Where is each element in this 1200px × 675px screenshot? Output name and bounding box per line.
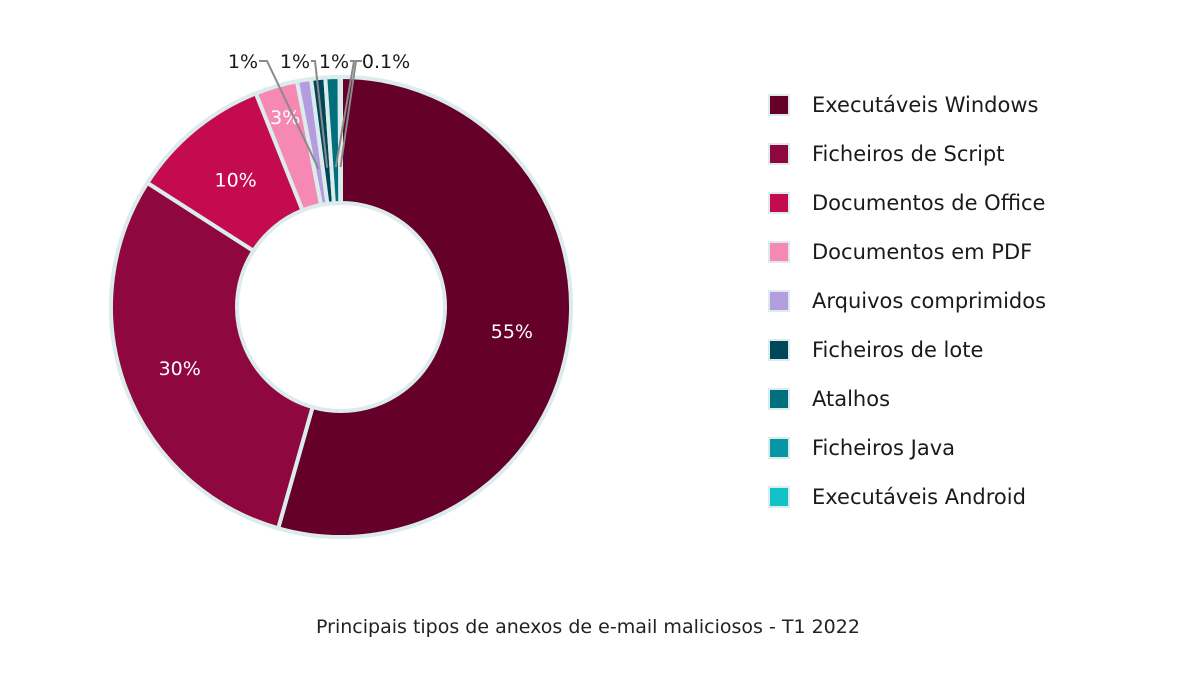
legend-item: Ficheiros de lote bbox=[768, 325, 1046, 374]
leader-line-4 bbox=[259, 60, 320, 170]
data-label-0: 55% bbox=[491, 321, 533, 343]
legend-item: Ficheiros Java bbox=[768, 423, 1046, 472]
legend-swatch bbox=[768, 191, 790, 214]
legend-item: Ficheiros de Script bbox=[768, 129, 1046, 178]
data-label-7: 0.1% bbox=[362, 51, 410, 73]
legend-item: Atalhos bbox=[768, 374, 1046, 423]
data-label-5: 1% bbox=[280, 51, 310, 73]
legend-item: Arquivos comprimidos bbox=[768, 276, 1046, 325]
legend-swatch bbox=[768, 436, 790, 459]
chart-title: Principais tipos de anexos de e-mail mal… bbox=[316, 616, 860, 638]
legend-label: Ficheiros Java bbox=[812, 435, 955, 460]
legend-swatch bbox=[768, 387, 790, 410]
legend-label: Atalhos bbox=[812, 386, 891, 411]
legend-swatch bbox=[768, 289, 790, 312]
legend-item: Documentos de Office bbox=[768, 178, 1046, 227]
legend-label: Documentos de Office bbox=[812, 190, 1046, 215]
leader-line-7 bbox=[339, 60, 362, 168]
legend: Executáveis Windows Ficheiros de Script Do… bbox=[768, 80, 1046, 521]
legend-item: Executáveis Android bbox=[768, 472, 1046, 521]
legend-item: Documentos em PDF bbox=[768, 227, 1046, 276]
legend-label: Documentos em PDF bbox=[812, 239, 1033, 264]
leader-line-6 bbox=[334, 60, 356, 168]
legend-label: Executáveis Windows bbox=[812, 92, 1039, 117]
legend-swatch bbox=[768, 142, 790, 165]
legend-label: Ficheiros de Script bbox=[812, 141, 1005, 166]
data-label-6: 1% bbox=[319, 51, 349, 73]
ring-border bbox=[109, 75, 573, 539]
leader-line-5 bbox=[311, 60, 329, 168]
slice-1 bbox=[109, 180, 316, 531]
legend-label: Executáveis Android bbox=[812, 484, 1026, 509]
data-label-4: 1% bbox=[228, 51, 258, 73]
slice-0 bbox=[275, 74, 573, 539]
donut-chart: 55% 30% 10% 3% 1% 1% 1% 0.1% bbox=[109, 51, 573, 539]
legend-item: Executáveis Windows bbox=[768, 80, 1046, 129]
legend-swatch bbox=[768, 93, 790, 116]
legend-swatch bbox=[768, 485, 790, 508]
legend-swatch bbox=[768, 240, 790, 263]
legend-label: Ficheiros de lote bbox=[812, 337, 984, 362]
data-label-2: 10% bbox=[214, 169, 256, 191]
data-label-3: 3% bbox=[270, 107, 300, 129]
data-label-1: 30% bbox=[159, 358, 201, 380]
legend-label: Arquivos comprimidos bbox=[812, 288, 1047, 313]
legend-swatch bbox=[768, 338, 790, 361]
